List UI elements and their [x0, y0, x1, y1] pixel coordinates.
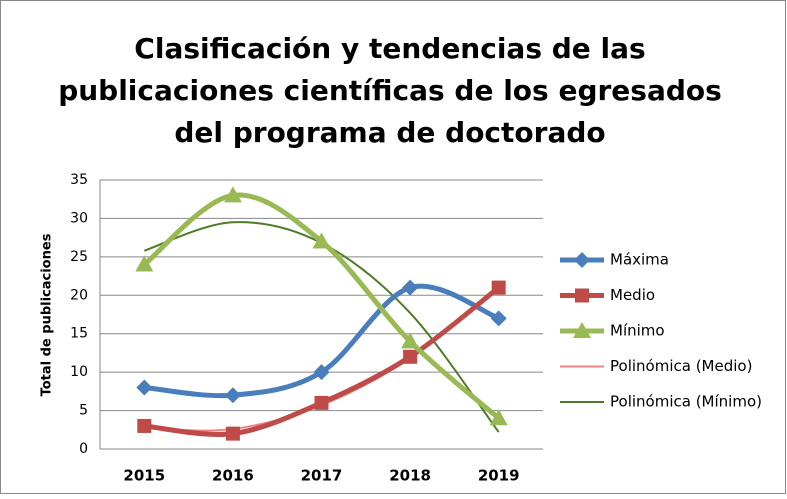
point-marker — [136, 379, 153, 396]
y-tick-label: 20 — [70, 287, 88, 303]
point-marker — [402, 279, 419, 296]
legend-label: Medio — [610, 286, 655, 304]
x-tick-label: 2018 — [389, 467, 431, 485]
legend-label: Mínimo — [610, 322, 665, 340]
y-tick-label: 0 — [79, 441, 88, 457]
legend-marker — [575, 288, 589, 303]
legend-marker — [573, 322, 591, 338]
y-tick-label: 10 — [70, 364, 88, 380]
point-marker — [314, 395, 329, 410]
x-tick-label: 2017 — [301, 467, 343, 485]
point-marker — [137, 418, 152, 433]
y-tick-label: 35 — [70, 172, 88, 188]
point-marker — [401, 332, 420, 349]
x-tick-label: 2019 — [478, 467, 520, 485]
chart-title: Clasificación y tendencias de las — [134, 32, 645, 65]
point-marker — [312, 232, 331, 249]
legend-label: Polinómica (Mínimo) — [610, 393, 762, 411]
chart-title: publicaciones científicas de los egresad… — [58, 74, 722, 107]
point-marker — [313, 364, 330, 381]
y-tick-label: 5 — [79, 403, 88, 419]
legend-label: Polinómica (Medio) — [610, 357, 752, 375]
point-marker — [491, 280, 506, 295]
point-marker — [223, 186, 242, 203]
point-marker — [490, 310, 507, 327]
y-tick-label: 25 — [70, 249, 88, 265]
point-marker — [225, 426, 240, 441]
y-tick-label: 15 — [70, 326, 88, 342]
y-axis-label: Total de publicaciones — [40, 233, 55, 396]
point-marker — [403, 349, 418, 364]
x-tick-label: 2015 — [123, 467, 165, 485]
legend-marker — [574, 252, 590, 268]
chart-title: del programa de doctorado — [174, 116, 605, 149]
legend-label: Máxima — [610, 251, 669, 269]
point-marker — [489, 409, 508, 426]
point-marker — [135, 255, 154, 272]
point-marker — [224, 387, 241, 404]
x-tick-label: 2016 — [212, 467, 254, 485]
y-tick-label: 30 — [70, 210, 88, 226]
